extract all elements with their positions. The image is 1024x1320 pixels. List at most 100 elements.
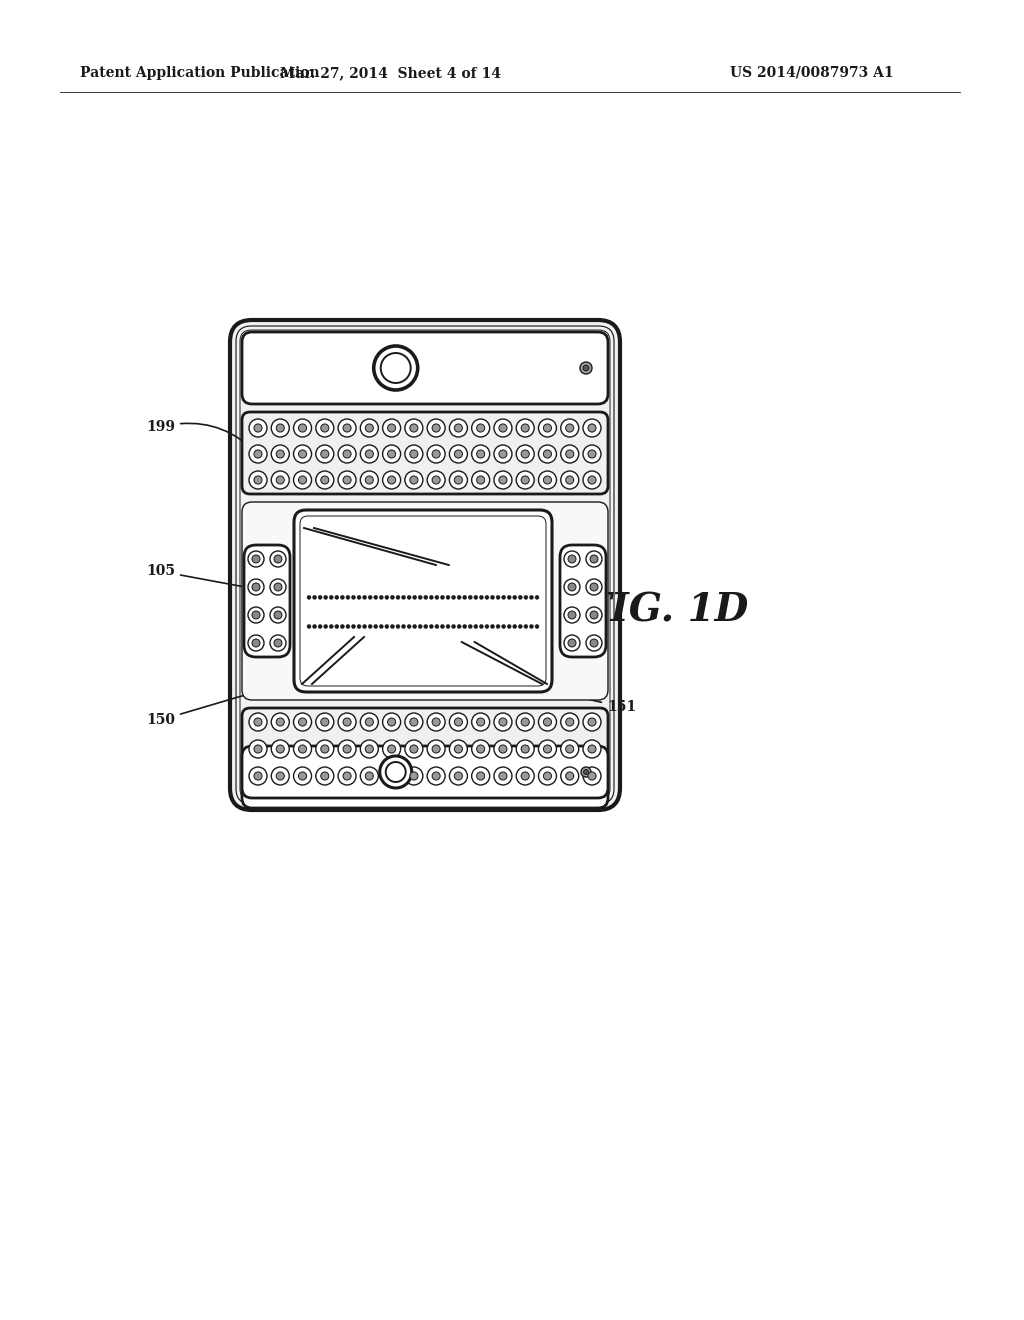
Circle shape — [249, 445, 267, 463]
Circle shape — [590, 583, 598, 591]
Circle shape — [383, 418, 400, 437]
Circle shape — [270, 579, 286, 595]
Circle shape — [539, 445, 556, 463]
Circle shape — [294, 767, 311, 785]
Circle shape — [476, 424, 484, 432]
Circle shape — [390, 624, 394, 628]
Circle shape — [321, 718, 329, 726]
Circle shape — [366, 424, 374, 432]
Circle shape — [307, 624, 311, 628]
Circle shape — [452, 624, 456, 628]
Text: 199: 199 — [146, 420, 257, 454]
Circle shape — [499, 477, 507, 484]
Circle shape — [351, 624, 355, 628]
Circle shape — [276, 477, 285, 484]
Circle shape — [324, 624, 328, 628]
Circle shape — [307, 595, 311, 599]
Circle shape — [381, 352, 411, 383]
Circle shape — [485, 595, 488, 599]
Circle shape — [450, 471, 467, 488]
Circle shape — [535, 624, 539, 628]
Circle shape — [383, 445, 400, 463]
Circle shape — [340, 595, 344, 599]
Circle shape — [588, 772, 596, 780]
Text: US 2014/0087973 A1: US 2014/0087973 A1 — [730, 66, 894, 81]
Circle shape — [494, 741, 512, 758]
Circle shape — [374, 346, 418, 389]
Circle shape — [455, 718, 463, 726]
Circle shape — [418, 595, 422, 599]
Circle shape — [270, 607, 286, 623]
Circle shape — [435, 624, 439, 628]
Circle shape — [583, 366, 589, 371]
Circle shape — [440, 624, 444, 628]
Circle shape — [424, 595, 428, 599]
Circle shape — [455, 477, 463, 484]
Circle shape — [524, 624, 528, 628]
Circle shape — [568, 583, 575, 591]
Circle shape — [387, 424, 395, 432]
Circle shape — [516, 418, 535, 437]
Circle shape — [455, 450, 463, 458]
Circle shape — [590, 554, 598, 564]
Circle shape — [474, 595, 478, 599]
Circle shape — [440, 595, 444, 599]
Circle shape — [496, 624, 500, 628]
Circle shape — [357, 624, 361, 628]
Circle shape — [338, 418, 356, 437]
Circle shape — [294, 445, 311, 463]
Circle shape — [539, 741, 556, 758]
Text: 151: 151 — [510, 680, 636, 714]
Circle shape — [270, 635, 286, 651]
Circle shape — [321, 772, 329, 780]
Text: FIG. 1D: FIG. 1D — [585, 591, 750, 630]
Circle shape — [404, 471, 423, 488]
Circle shape — [472, 767, 489, 785]
Circle shape — [524, 595, 528, 599]
Circle shape — [387, 450, 395, 458]
Circle shape — [476, 477, 484, 484]
Circle shape — [404, 418, 423, 437]
Circle shape — [455, 424, 463, 432]
FancyBboxPatch shape — [294, 510, 552, 692]
Circle shape — [249, 713, 267, 731]
Circle shape — [561, 445, 579, 463]
Circle shape — [298, 718, 306, 726]
Circle shape — [410, 772, 418, 780]
Circle shape — [401, 624, 406, 628]
Circle shape — [383, 471, 400, 488]
Circle shape — [298, 772, 306, 780]
Circle shape — [366, 744, 374, 752]
Circle shape — [271, 713, 289, 731]
Circle shape — [401, 595, 406, 599]
Circle shape — [521, 477, 529, 484]
Circle shape — [343, 450, 351, 458]
FancyBboxPatch shape — [242, 774, 608, 808]
Circle shape — [346, 624, 350, 628]
Circle shape — [276, 424, 285, 432]
Circle shape — [343, 772, 351, 780]
Circle shape — [274, 583, 282, 591]
FancyBboxPatch shape — [242, 502, 608, 700]
Circle shape — [254, 424, 262, 432]
Circle shape — [544, 424, 552, 432]
Circle shape — [387, 477, 395, 484]
Circle shape — [276, 450, 285, 458]
Circle shape — [485, 624, 488, 628]
Circle shape — [369, 595, 372, 599]
Circle shape — [544, 744, 552, 752]
Circle shape — [312, 595, 316, 599]
Circle shape — [586, 579, 602, 595]
Circle shape — [472, 418, 489, 437]
Circle shape — [315, 418, 334, 437]
Circle shape — [383, 767, 400, 785]
Circle shape — [586, 550, 602, 568]
Circle shape — [561, 741, 579, 758]
Circle shape — [360, 445, 378, 463]
Circle shape — [432, 450, 440, 458]
Circle shape — [312, 624, 316, 628]
Circle shape — [564, 579, 580, 595]
Circle shape — [404, 767, 423, 785]
FancyBboxPatch shape — [230, 319, 620, 810]
Text: Patent Application Publication: Patent Application Publication — [80, 66, 319, 81]
